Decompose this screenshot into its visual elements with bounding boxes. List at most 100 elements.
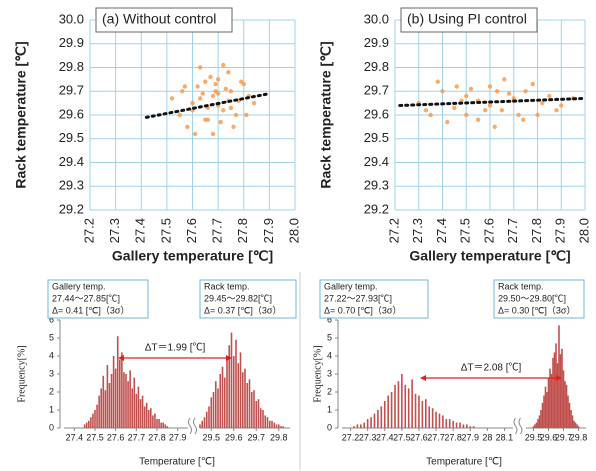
x-tick-label: 27.3 <box>410 218 425 243</box>
bar <box>266 417 269 428</box>
bar <box>370 417 372 428</box>
point <box>502 77 507 82</box>
point <box>511 96 516 101</box>
x-axis-title: Temperature [℃] <box>426 457 502 468</box>
point <box>185 124 190 130</box>
bar <box>94 410 96 428</box>
point <box>487 103 493 108</box>
bar <box>356 424 359 428</box>
y-axis-title: Rack temperature [℃] <box>13 41 29 188</box>
y-tick-label: 29.9 <box>364 35 389 50</box>
bar <box>110 374 113 428</box>
bar <box>573 420 575 428</box>
point <box>180 89 185 94</box>
bar <box>201 420 204 428</box>
x-tick-label: 27.4 <box>434 218 449 243</box>
y-tick-label: 5 <box>327 332 332 342</box>
point <box>192 131 198 137</box>
bar <box>199 424 201 428</box>
bar <box>104 390 107 428</box>
point <box>540 100 545 106</box>
bar <box>244 368 246 428</box>
bar <box>102 375 105 428</box>
bar <box>241 372 244 428</box>
bar <box>226 359 228 428</box>
x-axis-title: Gallery temperature [℃] <box>112 248 273 264</box>
x-tick-label: 27.5 <box>458 218 473 243</box>
y-tick-label: 29.3 <box>364 178 389 193</box>
point <box>195 84 200 89</box>
x-tick-label: 27.7 <box>210 218 225 243</box>
bar <box>373 413 376 428</box>
bar <box>568 402 571 428</box>
x-tick-label: 27.7 <box>427 432 445 442</box>
annotation-text: Rack temp. <box>498 281 544 291</box>
y-tick-label: 29.6 <box>59 106 84 121</box>
point <box>215 91 221 96</box>
bar <box>552 357 554 428</box>
bar <box>147 410 150 428</box>
panel-label: (a) Without control <box>102 11 216 27</box>
point <box>231 124 236 130</box>
bar <box>100 388 102 428</box>
bar <box>556 363 559 428</box>
bar <box>239 352 242 428</box>
delta-label: ΔT＝2.08 [℃] <box>461 363 522 374</box>
bar <box>246 383 249 428</box>
bar <box>472 426 475 428</box>
x-tick-label: 29.6 <box>225 432 243 442</box>
x-tick-label: 29.8 <box>270 432 288 442</box>
bar <box>119 359 121 428</box>
bar <box>537 419 539 428</box>
point <box>452 105 457 111</box>
x-tick-label: 27.2 <box>386 218 401 243</box>
bar <box>96 404 98 428</box>
bar <box>469 426 472 428</box>
y-tick-label: 0 <box>49 422 54 432</box>
bar <box>114 368 117 428</box>
point <box>205 117 211 122</box>
bar <box>143 406 146 428</box>
point <box>208 74 213 80</box>
x-tick-label: 27.3 <box>107 218 122 243</box>
bar <box>150 408 152 428</box>
y-tick-label: 1 <box>327 404 332 414</box>
y-tick-label: 29.7 <box>364 83 389 98</box>
y-tick-label: 4 <box>327 350 332 360</box>
bar <box>259 408 262 428</box>
bar <box>232 356 235 428</box>
x-tick-label: 29.7 <box>247 432 265 442</box>
bar <box>567 395 569 428</box>
bar <box>549 368 551 428</box>
point <box>554 108 559 113</box>
y-tick-label: 6 <box>327 314 332 324</box>
bar <box>546 392 548 428</box>
y-tick-label: 29.3 <box>59 178 84 193</box>
bar <box>214 381 217 428</box>
x-tick-label: 28.0 <box>286 218 301 243</box>
point <box>468 86 474 92</box>
point <box>221 108 226 113</box>
x-tick-label: 27.9 <box>553 218 568 243</box>
x-tick-label: 29.8 <box>570 432 588 442</box>
bar <box>380 406 383 428</box>
annotation-box <box>319 279 429 319</box>
point <box>506 91 512 96</box>
bar <box>264 415 267 428</box>
point <box>169 96 175 101</box>
bar <box>135 393 138 428</box>
axis-break <box>188 417 197 435</box>
bar <box>141 395 144 428</box>
annotation-text: Δ= 0.41 [℃]（3σ） <box>52 305 129 315</box>
x-tick-label: 27.5 <box>86 432 104 442</box>
bar <box>565 384 568 428</box>
y-tick-label: 29.2 <box>59 201 84 216</box>
bar <box>411 379 413 428</box>
bar <box>547 377 550 428</box>
bar <box>532 426 535 428</box>
bar <box>562 370 565 428</box>
bar <box>217 388 219 428</box>
bar <box>228 345 231 428</box>
point <box>535 112 540 118</box>
y-tick-label: 29.4 <box>59 154 84 169</box>
